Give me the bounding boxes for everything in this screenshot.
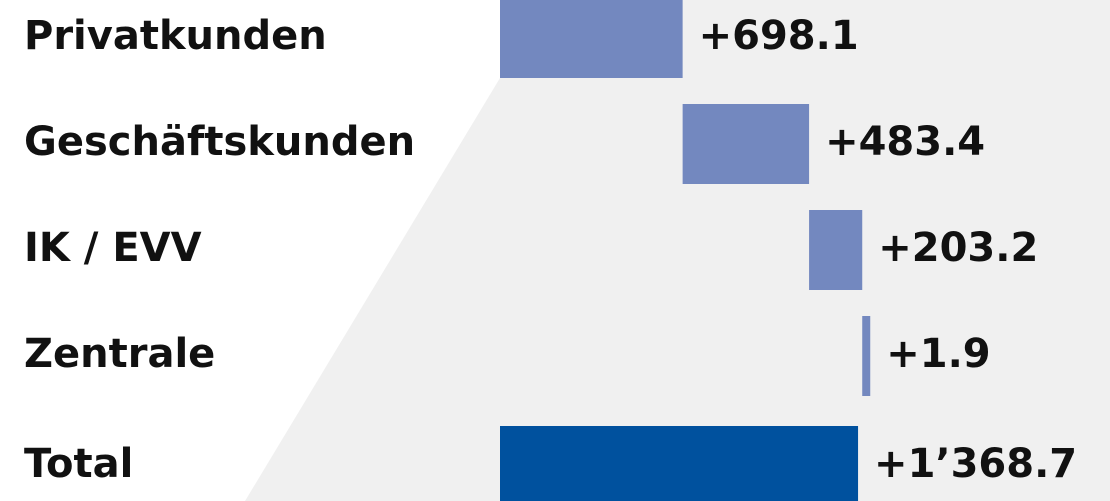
bar: [862, 316, 871, 396]
category-label: Geschäftskunden: [24, 119, 415, 165]
bar: [809, 210, 863, 290]
background-band: [245, 0, 1110, 501]
category-label: Zentrale: [24, 331, 215, 377]
bar: [500, 0, 683, 78]
bar: [500, 426, 859, 501]
value-label: +203.2: [878, 225, 1038, 271]
value-label: +483.4: [825, 119, 985, 165]
value-label: +1.9: [886, 331, 990, 377]
value-label: +698.1: [699, 13, 859, 59]
value-label: +1’368.7: [874, 441, 1077, 487]
category-label: Total: [24, 441, 133, 487]
category-label: Privatkunden: [24, 13, 327, 59]
category-label: IK / EVV: [24, 225, 202, 271]
bar: [682, 104, 810, 184]
